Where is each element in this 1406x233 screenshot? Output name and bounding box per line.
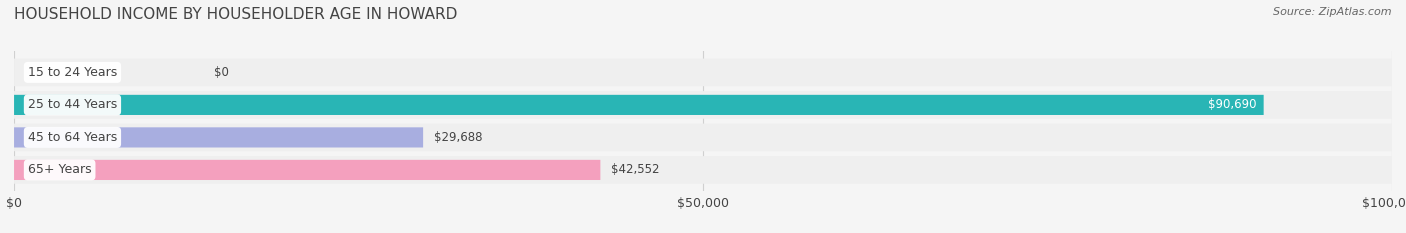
Text: $90,690: $90,690: [1208, 98, 1257, 111]
FancyBboxPatch shape: [14, 160, 600, 180]
Text: $42,552: $42,552: [612, 163, 659, 176]
Text: 15 to 24 Years: 15 to 24 Years: [28, 66, 117, 79]
Text: $29,688: $29,688: [434, 131, 482, 144]
FancyBboxPatch shape: [14, 123, 1392, 151]
FancyBboxPatch shape: [14, 95, 1264, 115]
Text: 45 to 64 Years: 45 to 64 Years: [28, 131, 117, 144]
FancyBboxPatch shape: [14, 58, 1392, 86]
Text: Source: ZipAtlas.com: Source: ZipAtlas.com: [1274, 7, 1392, 17]
FancyBboxPatch shape: [14, 127, 423, 147]
Text: 65+ Years: 65+ Years: [28, 163, 91, 176]
Text: 25 to 44 Years: 25 to 44 Years: [28, 98, 117, 111]
Text: $0: $0: [214, 66, 229, 79]
Text: HOUSEHOLD INCOME BY HOUSEHOLDER AGE IN HOWARD: HOUSEHOLD INCOME BY HOUSEHOLDER AGE IN H…: [14, 7, 457, 22]
FancyBboxPatch shape: [14, 91, 1392, 119]
FancyBboxPatch shape: [14, 156, 1392, 184]
